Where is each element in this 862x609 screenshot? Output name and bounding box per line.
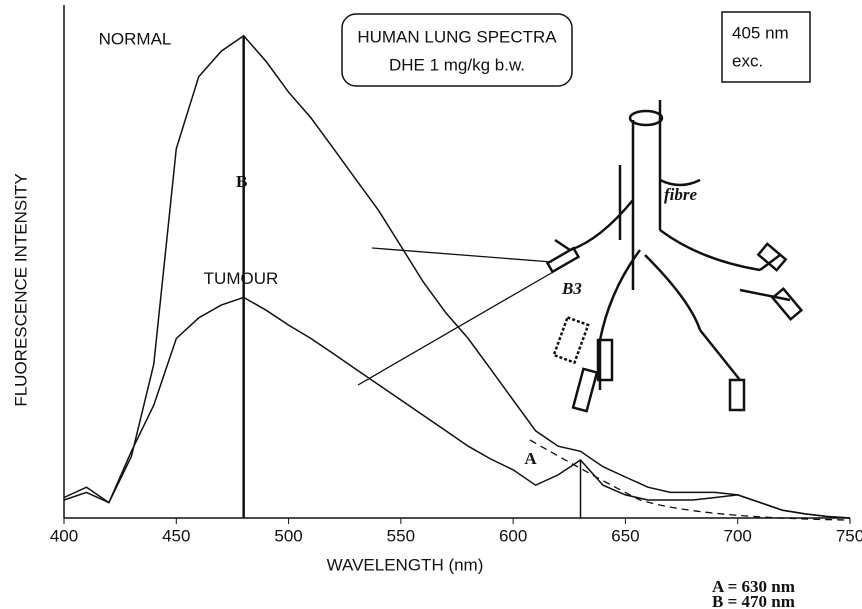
- series-label: NORMAL: [99, 29, 172, 48]
- x-tick-label: 400: [50, 526, 78, 545]
- bronchi: [570, 200, 760, 340]
- x-tick-label: 700: [724, 526, 752, 545]
- x-axis-label: WAVELENGTH (nm): [327, 555, 484, 574]
- segment: [758, 244, 785, 270]
- segment: [554, 317, 588, 362]
- x-tick-label: 550: [387, 526, 415, 545]
- x-tick-label: 600: [499, 526, 527, 545]
- title-box: [342, 14, 572, 86]
- x-tick-label: 450: [162, 526, 190, 545]
- diagram-label: fibre: [664, 185, 698, 204]
- marker-label: A: [524, 449, 537, 468]
- series-line: [64, 36, 850, 518]
- y-axis-label: FLUORESCENCE INTENSITY: [11, 173, 30, 406]
- trachea: [633, 100, 660, 290]
- segment: [730, 380, 744, 410]
- chart-title: HUMAN LUNG SPECTRA: [357, 27, 557, 46]
- diagram-label: B3: [561, 279, 582, 298]
- b3-tip: [548, 248, 579, 272]
- chart-subtitle: DHE 1 mg/kg b.w.: [389, 55, 525, 74]
- excitation: 405 nm: [732, 23, 789, 42]
- series-label: TUMOUR: [204, 269, 279, 288]
- series-line: [64, 297, 850, 518]
- trachea-top: [630, 111, 662, 125]
- key: B = 470 nm: [712, 592, 795, 609]
- pointer-lines: [358, 248, 560, 385]
- segment: [773, 289, 802, 319]
- excitation: exc.: [732, 51, 763, 70]
- lung-diagram: [358, 100, 850, 520]
- branches: [555, 240, 790, 390]
- marker-label: B: [236, 172, 247, 191]
- chart: fibre B3 HUMAN LUNG SPECTRA DHE 1 mg/kg …: [0, 0, 862, 609]
- background-line: [530, 440, 850, 520]
- segment: [573, 369, 597, 411]
- x-tick-label: 750: [836, 526, 862, 545]
- x-tick-label: 650: [611, 526, 639, 545]
- x-tick-label: 500: [274, 526, 302, 545]
